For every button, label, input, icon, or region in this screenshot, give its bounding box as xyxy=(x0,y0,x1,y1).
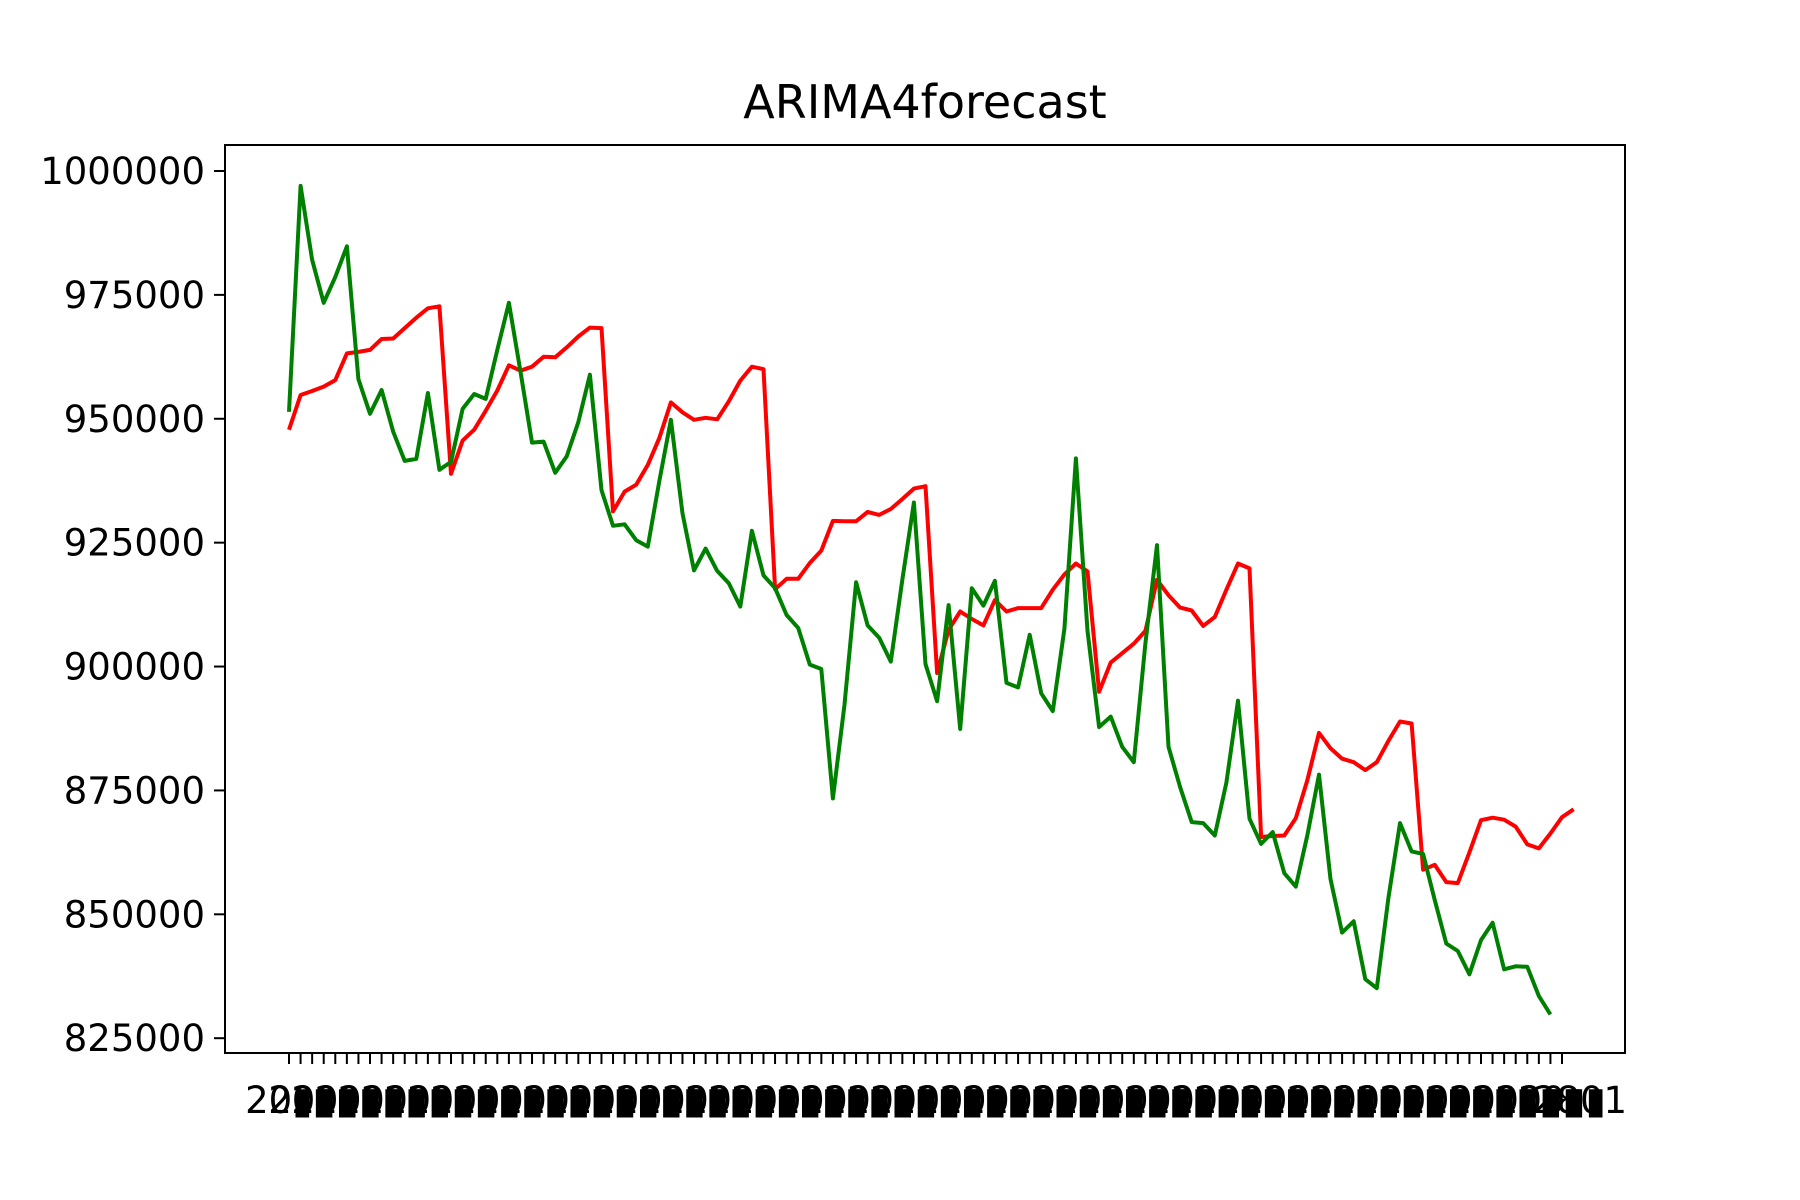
x-tick-label: 20▮▮ xyxy=(1148,1079,1236,1122)
x-tick-label: 20▮▮ xyxy=(1402,1079,1490,1122)
x-tick-label: 20▮▮ xyxy=(1217,1079,1305,1122)
x-tick-label: 20▮▮ xyxy=(1495,1079,1583,1122)
x-tick-label: 20▮▮ xyxy=(777,1079,865,1122)
x-tick-label: 20▮▮ xyxy=(1333,1079,1421,1122)
y-tick-label: 875000 xyxy=(64,769,205,812)
x-tick-label: 20▮▮ xyxy=(1379,1079,1467,1122)
x-tick-label: 20▮▮ xyxy=(384,1079,472,1122)
x-tick-label: 20▮▮ xyxy=(1449,1079,1537,1122)
x-tick-label: 20▮▮ xyxy=(1263,1079,1351,1122)
y-tick-label: 975000 xyxy=(64,274,205,317)
y-tick-label: 825000 xyxy=(64,1017,205,1060)
x-tick-label: 20▮▮ xyxy=(1356,1079,1444,1122)
x-tick-label: 20▮▮ xyxy=(615,1079,703,1122)
y-tick-label: 1000000 xyxy=(40,150,205,193)
x-tick-label: 20▮▮ xyxy=(685,1079,773,1122)
x-tick-label: 20▮▮ xyxy=(338,1079,426,1122)
x-tick-label: 20▮▮ xyxy=(453,1079,541,1122)
x-tick-label: 20▮▮ xyxy=(430,1079,518,1122)
x-tick-label: 20▮▮ xyxy=(731,1079,819,1122)
plot-frame xyxy=(224,144,1626,1054)
x-tick-label: 20▮▮ xyxy=(1055,1079,1143,1122)
x-tick-label: 20▮▮ xyxy=(546,1079,634,1122)
x-tick-label: 20▮▮ xyxy=(1472,1079,1560,1122)
x-tick-label: 20▮▮ xyxy=(592,1079,680,1122)
x-tick-label: 20▮▮ xyxy=(801,1079,889,1122)
x-tick-label: 20▮▮ xyxy=(1125,1079,1213,1122)
chart-title: ARIMA4forecast xyxy=(743,75,1106,129)
x-tick-label: 20▮▮ xyxy=(315,1079,403,1122)
y-tick-label: 950000 xyxy=(64,398,205,441)
y-tick-label: 850000 xyxy=(64,893,205,936)
x-tick-label: 20▮▮ xyxy=(662,1079,750,1122)
x-tick-label: 20▮▮ xyxy=(523,1079,611,1122)
x-tick-labels-overlapping: 20▮▮20▮▮20▮▮20▮▮20▮▮20▮▮20▮▮20▮▮20▮▮20▮▮… xyxy=(245,1079,1606,1122)
x-tick-label: 20▮▮ xyxy=(708,1079,796,1122)
x-tick-label: 20▮▮ xyxy=(893,1079,981,1122)
x-tick-label: 20▮▮ xyxy=(963,1079,1051,1122)
x-tick-label: 20▮▮ xyxy=(477,1079,565,1122)
x-tick-label: 20▮▮ xyxy=(500,1079,588,1122)
x-tick-label: 20▮▮ xyxy=(569,1079,657,1122)
y-tick-label: 925000 xyxy=(64,522,205,565)
x-tick-label: 20▮▮ xyxy=(1194,1079,1282,1122)
x-tick-label: 20▮▮ xyxy=(407,1079,495,1122)
x-tick-label: 20▮▮ xyxy=(1009,1079,1097,1122)
y-axis: 825000 850000 875000 900000 925000 950000 9750… xyxy=(40,150,225,1060)
x-tick-label: 20▮▮ xyxy=(1240,1079,1328,1122)
x-tick-label: 20▮▮ xyxy=(639,1079,727,1122)
x-tick-label: 20▮▮ xyxy=(939,1079,1027,1122)
x-tick-label: 20▮▮ xyxy=(245,1079,333,1122)
x-tick-label: 20▮▮ xyxy=(1310,1079,1398,1122)
x-tick-label: 20▮▮ xyxy=(1518,1079,1606,1122)
series-layer xyxy=(287,183,1575,1016)
x-tick-label: 20▮▮ xyxy=(754,1079,842,1122)
series-line-1 xyxy=(287,304,1575,886)
x-tick-label: 20▮▮ xyxy=(1032,1079,1120,1122)
x-tick-label: 20▮▮ xyxy=(1426,1079,1514,1122)
x-tick-label: 20▮▮ xyxy=(1101,1079,1189,1122)
x-tick-label: 20▮▮ xyxy=(824,1079,912,1122)
x-tick-label: 20▮▮ xyxy=(847,1079,935,1122)
x-tick-label: 20▮▮ xyxy=(1287,1079,1375,1122)
y-tick-label: 900000 xyxy=(64,646,205,689)
x-axis: 20▮▮20▮▮20▮▮20▮▮20▮▮20▮▮20▮▮20▮▮20▮▮20▮▮… xyxy=(245,1053,1627,1122)
x-tick-label: 20▮▮ xyxy=(916,1079,1004,1122)
x-tick-label: 20▮▮ xyxy=(986,1079,1074,1122)
x-tick-label: 20▮▮ xyxy=(1171,1079,1259,1122)
x-tick-label: 20▮▮ xyxy=(1078,1079,1166,1122)
x-tick-label: 20▮▮ xyxy=(870,1079,958,1122)
x-tick-label: 20▮▮ xyxy=(268,1079,356,1122)
x-tick-label: 20▮▮ xyxy=(291,1079,379,1122)
series-line-2 xyxy=(287,183,1553,1016)
x-tick-label-last: 2801 xyxy=(1533,1079,1627,1122)
x-tick-label: 20▮▮ xyxy=(361,1079,449,1122)
